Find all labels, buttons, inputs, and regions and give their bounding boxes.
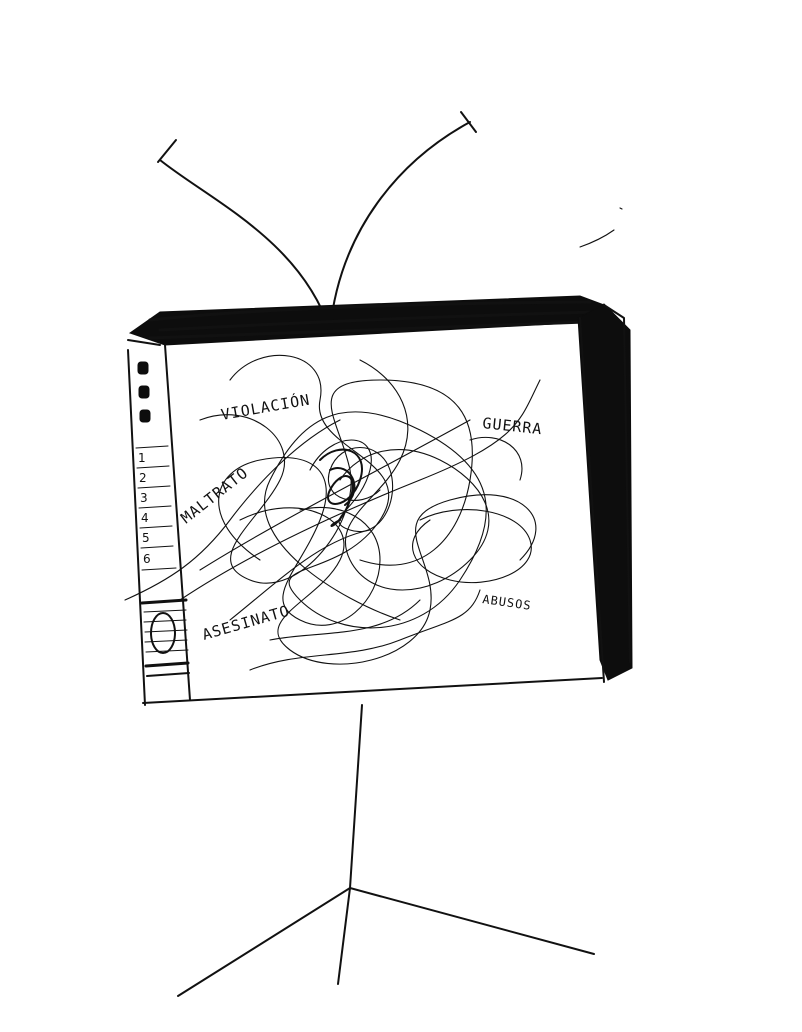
control-knob-2 <box>138 385 150 399</box>
channel-4: 4 <box>141 511 149 525</box>
scribble-8 <box>412 436 532 584</box>
television-icon <box>127 295 633 706</box>
word-violacion: VIOLACIÓN <box>219 390 311 424</box>
scribble-7 <box>339 359 490 591</box>
speaker-bottom-bar-2 <box>146 672 190 677</box>
speaker-icon <box>140 598 190 677</box>
tv-screen-right <box>579 317 605 683</box>
word-asesinato: ASESINATO <box>200 602 292 644</box>
control-knob-3 <box>139 409 151 423</box>
channel-boxes: 1 2 3 4 5 6 <box>135 445 177 571</box>
scribble-9 <box>124 419 371 621</box>
tv-screen-left <box>164 344 191 701</box>
antenna-left <box>159 159 331 331</box>
channel-box-lines <box>135 445 177 571</box>
stand-icon <box>177 704 595 997</box>
tv-top-strokes <box>148 300 597 340</box>
word-abusos: ABUSOS <box>482 592 533 613</box>
antenna-icon <box>157 111 623 331</box>
word-maltrato: MALTRATO <box>177 464 251 528</box>
speaker-bottom-bar <box>144 661 190 668</box>
scribble-5 <box>179 379 541 601</box>
scribble-4 <box>309 439 394 533</box>
scribble-icon <box>124 354 541 671</box>
control-knob-1 <box>137 361 149 375</box>
speaker-top-bar <box>140 598 188 605</box>
word-guerra: GUERRA <box>482 414 544 438</box>
tv-right-edge <box>603 304 631 663</box>
antenna-right <box>329 121 471 331</box>
tv-top-front <box>127 339 161 346</box>
scribble-6 <box>218 456 381 626</box>
scribble-dense-core <box>319 448 363 527</box>
channel-6: 6 <box>143 552 151 566</box>
scribble-3 <box>239 494 537 665</box>
speaker-ring <box>150 612 176 654</box>
channel-5: 5 <box>142 531 150 545</box>
scribble-2 <box>199 379 473 584</box>
channel-1: 1 <box>138 451 146 465</box>
stand-pole <box>349 704 363 889</box>
stray-dot <box>619 207 623 210</box>
stray-stroke <box>579 229 615 248</box>
control-panel: 1 2 3 4 5 6 <box>135 361 190 677</box>
channel-3: 3 <box>140 491 148 505</box>
antenna-left-tip <box>157 139 177 163</box>
tv-front-left <box>127 349 146 706</box>
stand-leg-left <box>177 887 351 997</box>
tv-front-bottom <box>142 677 603 704</box>
stand-leg-center <box>337 887 351 985</box>
scribble-10 <box>249 589 481 671</box>
antenna-right-tip <box>460 111 477 133</box>
speaker-lines <box>143 609 189 653</box>
stand-leg-right <box>349 887 595 955</box>
channel-2: 2 <box>139 471 147 485</box>
scribble-1 <box>229 354 487 629</box>
